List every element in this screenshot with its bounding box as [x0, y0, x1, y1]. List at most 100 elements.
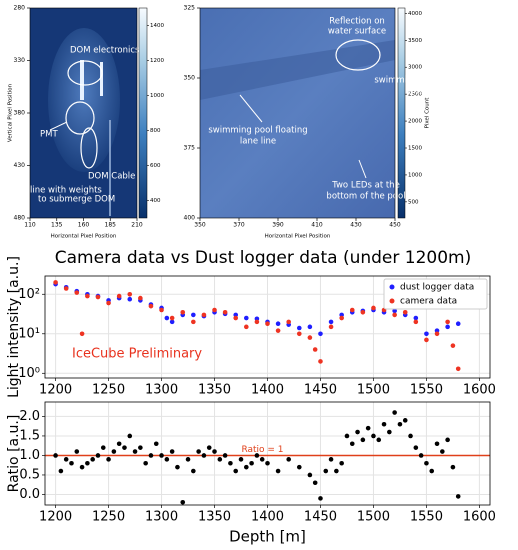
highlight [80, 60, 84, 100]
point [286, 319, 291, 325]
colorbar-tick-label: 4000 [408, 11, 422, 17]
colorbar-tick-label: 2500 [408, 92, 422, 98]
legend-label: camera data [400, 297, 457, 307]
point [318, 359, 323, 364]
legend-label: dust logger data [400, 283, 474, 293]
x-tick-label: 210 [131, 222, 143, 229]
point [164, 315, 170, 321]
point [244, 324, 249, 330]
point [265, 460, 270, 466]
x-tick-label: 390 [272, 222, 284, 229]
point [63, 457, 69, 462]
point [69, 460, 74, 466]
y-tick-label: 480 [14, 215, 26, 222]
arrow [358, 159, 367, 179]
point [217, 457, 223, 462]
point [355, 429, 360, 435]
y-tick-label: 10¹ [18, 326, 40, 341]
point [180, 499, 186, 505]
point [450, 464, 456, 470]
point [413, 315, 419, 321]
point [296, 325, 302, 331]
x-tick-label: 1450 [304, 510, 337, 525]
x-tick-label: 1600 [463, 510, 496, 525]
x-tick-label: 135 [51, 222, 63, 229]
x-tick-label: 1400 [251, 510, 284, 525]
point [318, 331, 323, 337]
point [445, 437, 450, 443]
point [312, 480, 318, 486]
y-tick-label: 10² [18, 287, 40, 302]
point [143, 460, 148, 466]
annotation: DOM electronics [70, 46, 140, 56]
point [402, 309, 408, 315]
point [275, 328, 281, 333]
point [275, 468, 281, 474]
point [429, 468, 435, 474]
point [95, 453, 101, 458]
annotation: Reflection on [329, 17, 385, 27]
point [349, 441, 355, 447]
y-tick-label: 0.5 [19, 467, 40, 482]
point [344, 433, 350, 439]
legend-marker [389, 298, 395, 304]
point [244, 464, 249, 470]
x-tick-label: 450 [389, 222, 401, 229]
point [312, 347, 318, 352]
y-label: Ratio [a.u.] [6, 415, 22, 493]
x-tick-label: 110 [24, 222, 36, 229]
colorbar-tick-label: 3000 [408, 65, 422, 71]
point [95, 294, 101, 300]
x-tick-label: 185 [105, 222, 117, 229]
colorbar-tick-label: 400 [150, 198, 161, 204]
point [159, 453, 164, 458]
point [53, 453, 58, 458]
point [206, 445, 212, 450]
colorbar-tick-label: 1200 [150, 58, 164, 64]
point [191, 468, 196, 474]
point [132, 449, 138, 454]
point [328, 457, 334, 462]
colorbar-tick-label: 1000 [150, 93, 164, 99]
x-tick-label: 350 [194, 222, 206, 229]
y-tick-label: 0.0 [19, 487, 40, 502]
x-tick-label: 1200 [39, 510, 72, 525]
point [360, 437, 366, 443]
circle [80, 127, 98, 169]
point [455, 494, 461, 499]
annotation: line with weights [30, 186, 102, 196]
y-tick-label: 325 [184, 5, 196, 12]
point [381, 421, 387, 427]
point [85, 460, 90, 466]
point [445, 319, 450, 325]
point [138, 445, 143, 450]
x-tick-label: 160 [78, 222, 90, 229]
point [365, 425, 371, 431]
point [339, 315, 344, 321]
axes-frame [44, 275, 491, 379]
image [200, 8, 395, 218]
circle [335, 39, 381, 71]
point [408, 433, 413, 439]
arrow [49, 121, 68, 131]
point [349, 307, 355, 313]
point [169, 315, 175, 321]
point [90, 457, 95, 462]
point [413, 445, 419, 450]
axes-frame [29, 7, 138, 219]
point [424, 331, 429, 337]
point [371, 433, 376, 439]
annotation: Two LEDs at the [331, 181, 400, 191]
point [148, 303, 154, 309]
point [307, 324, 313, 330]
y-tick-label: 1.0 [19, 448, 40, 463]
point [106, 300, 111, 306]
x-tick-label: 1200 [39, 383, 72, 398]
point [434, 441, 440, 447]
point [328, 319, 334, 325]
point [53, 280, 58, 285]
point [201, 312, 207, 318]
colorbar-tick-label: 1500 [408, 146, 422, 152]
point [318, 496, 323, 501]
point [222, 453, 228, 458]
